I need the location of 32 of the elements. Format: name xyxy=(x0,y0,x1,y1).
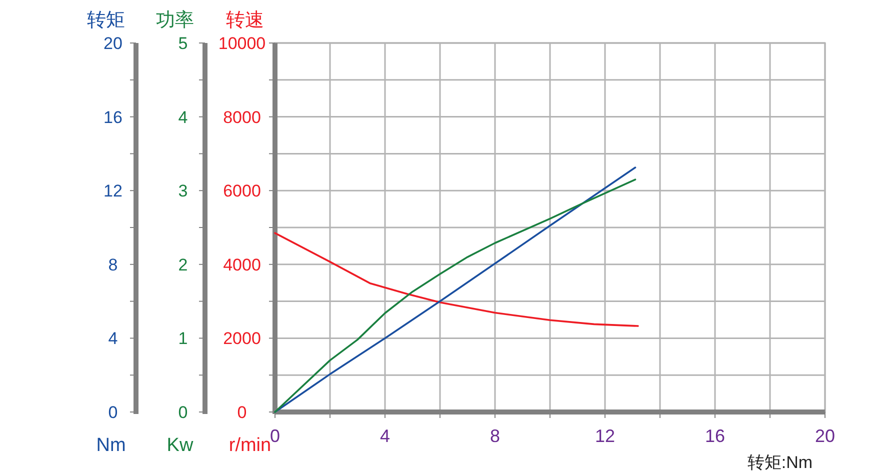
y2-axis-title: 转速 xyxy=(226,10,264,31)
x-tick-label: 12 xyxy=(594,426,616,446)
y2-tick-label: 2000 xyxy=(223,329,261,348)
y-tick-label: 2 xyxy=(178,255,188,274)
y3-tick-label: 20 xyxy=(104,34,122,53)
y3-tick-label: 4 xyxy=(108,329,118,348)
y2-tick-label: 4000 xyxy=(223,255,261,274)
y-tick-label: 4 xyxy=(178,108,188,127)
x-tick-label: 4 xyxy=(380,426,390,446)
y3-tick-label: 12 xyxy=(104,182,122,201)
y-tick-label: 3 xyxy=(178,182,188,201)
y3-tick-label: 0 xyxy=(108,403,118,422)
x-tick-label: 20 xyxy=(814,426,836,446)
y3-tick-label: 8 xyxy=(108,255,118,274)
y2-tick-label: 0 xyxy=(237,403,247,422)
x-axis-title: 转矩:Nm xyxy=(747,453,813,472)
text: r/min xyxy=(228,435,272,456)
y-axis-title: 功率 xyxy=(156,9,194,31)
text: Kw xyxy=(166,435,194,456)
y2-tick-label: 8000 xyxy=(223,108,261,127)
x-tick-label: 8 xyxy=(490,426,500,446)
y-tick-label: 5 xyxy=(178,34,188,53)
y3-tick-label: 16 xyxy=(104,108,122,127)
y-tick-label: 1 xyxy=(178,329,188,348)
x-tick-label: 16 xyxy=(704,426,726,446)
x-tick-label: 0 xyxy=(270,426,280,446)
y2-tick-label: 6000 xyxy=(223,182,261,201)
text: Nm xyxy=(96,435,126,456)
line-series xyxy=(274,232,639,327)
y2-tick-label: 10000 xyxy=(218,34,266,53)
y3-axis-title: 转矩 xyxy=(87,10,125,31)
y-tick-label: 0 xyxy=(178,403,188,422)
